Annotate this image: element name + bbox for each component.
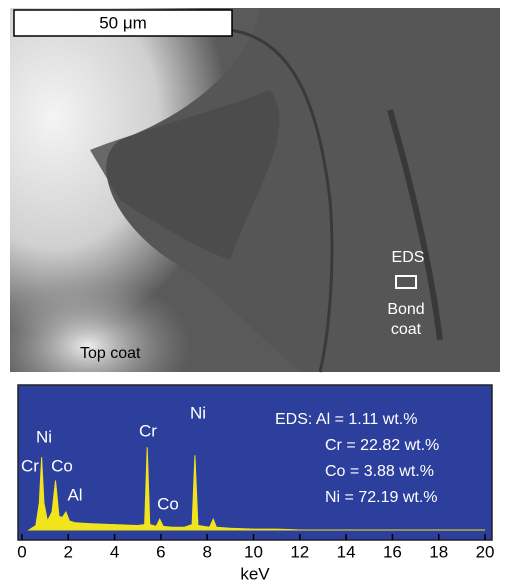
composition-text: EDS: Al = 1.11 wt.% — [275, 411, 417, 428]
x-tick-label: 12 — [290, 542, 309, 561]
x-tick-label: 14 — [337, 542, 356, 561]
peak-label: Al — [67, 485, 82, 504]
x-axis-label: keV — [240, 564, 270, 583]
composition-text: Co = 3.88 wt.% — [325, 463, 434, 480]
x-tick-label: 20 — [476, 542, 495, 561]
peak-label: Cr — [21, 456, 39, 475]
image-label: Top coat — [80, 345, 141, 362]
x-tick-label: 18 — [429, 542, 448, 561]
image-label: EDS — [392, 249, 425, 266]
composition-text: Ni = 72.19 wt.% — [325, 489, 438, 506]
scale-bar-label: 50 μm — [99, 13, 147, 32]
figure: 50 μm EDS Bond coat Top coat 0 2 4 6 8 10 12 14… — [0, 0, 508, 585]
peak-label: Co — [51, 456, 73, 475]
image-label: coat — [391, 321, 422, 338]
sem-image: 50 μm EDS Bond coat Top coat — [10, 8, 500, 372]
x-tick-label: 6 — [156, 542, 165, 561]
peak-label: Ni — [190, 403, 206, 422]
peak-label: Cr — [139, 421, 157, 440]
x-tick-label: 4 — [110, 542, 119, 561]
peak-label: Ni — [36, 427, 52, 446]
x-tick-label: 0 — [17, 542, 26, 561]
x-tick-label: 8 — [202, 542, 211, 561]
x-tick-label: 16 — [383, 542, 402, 561]
peak-label: Co — [157, 494, 179, 513]
composition-text: Cr = 22.82 wt.% — [325, 437, 439, 454]
x-tick-label: 2 — [64, 542, 73, 561]
x-tick-label: 10 — [244, 542, 263, 561]
image-label: Bond — [387, 301, 424, 318]
